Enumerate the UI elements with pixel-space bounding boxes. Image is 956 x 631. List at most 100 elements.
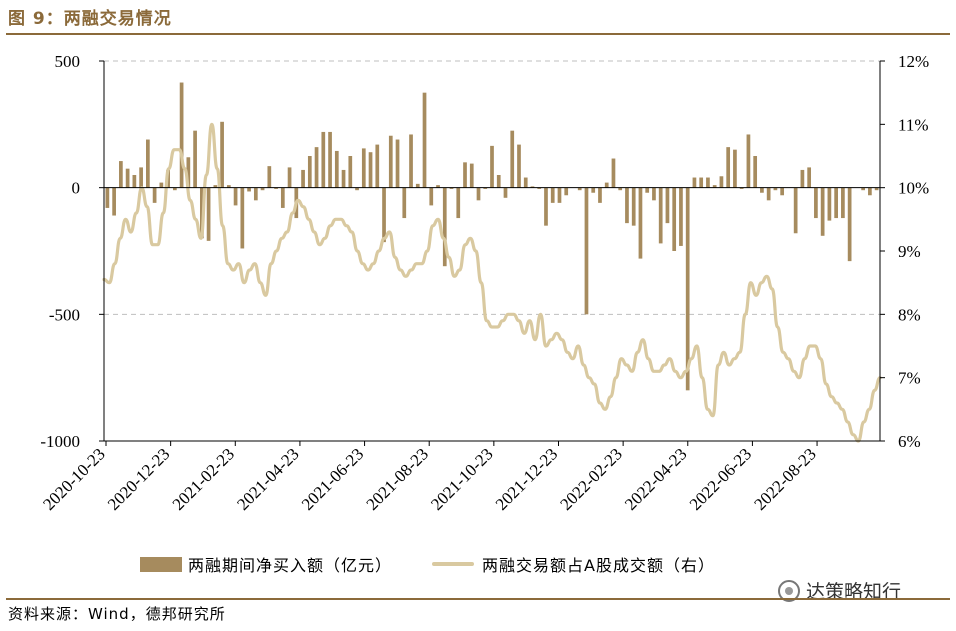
bar — [814, 187, 818, 219]
bar — [402, 187, 407, 219]
bar — [530, 186, 535, 188]
bar — [260, 187, 265, 191]
bar — [355, 187, 359, 191]
bar — [456, 187, 461, 219]
bar — [368, 152, 373, 188]
bar — [280, 187, 285, 208]
x-tick-label: 2020-10-23 — [39, 444, 109, 514]
bar — [706, 177, 710, 188]
bar — [361, 148, 366, 188]
x-tick-label: 2022-08-23 — [750, 444, 820, 514]
bar — [692, 177, 697, 188]
bar — [625, 187, 629, 224]
bar — [847, 187, 852, 262]
bar — [800, 169, 805, 188]
legend-bar-swatch — [140, 556, 182, 572]
bar — [699, 177, 704, 188]
legend-line-swatch — [432, 562, 475, 566]
bar — [112, 187, 116, 216]
bar — [341, 169, 346, 188]
bar — [429, 187, 434, 206]
x-tick-label: 2021-10-23 — [427, 444, 497, 514]
right-tick-label: 8% — [898, 305, 921, 324]
right-tick-label: 11% — [898, 115, 929, 134]
bar — [105, 187, 110, 208]
bar — [550, 187, 555, 203]
bar — [307, 156, 312, 188]
right-axis-ticks: 12% 11% 10% 9% 8% 7% 6% — [880, 52, 929, 451]
bar — [132, 175, 137, 188]
bar — [523, 177, 528, 188]
watermark: 达策略知行 — [778, 577, 901, 604]
bar — [348, 156, 353, 188]
x-tick-label: 2022-02-23 — [556, 444, 626, 514]
bar — [469, 163, 474, 188]
title-divider — [6, 33, 950, 35]
bar — [598, 187, 602, 203]
bar — [476, 187, 481, 201]
bar — [685, 187, 690, 391]
bar — [611, 158, 616, 188]
bar — [287, 167, 292, 188]
bar — [861, 187, 865, 191]
x-axis-ticks: 2020-10-232020-12-232021-02-232021-04-23… — [39, 441, 820, 514]
bar — [820, 187, 825, 236]
bar — [807, 167, 812, 188]
bar — [537, 187, 542, 189]
bar — [328, 131, 332, 188]
bar — [179, 82, 184, 188]
bar — [220, 121, 224, 188]
left-tick-label: 0 — [72, 179, 81, 198]
bar — [159, 182, 164, 188]
line-series — [102, 122, 882, 443]
bar — [490, 145, 494, 188]
bar — [712, 185, 717, 188]
bar — [274, 187, 278, 189]
bar — [267, 166, 272, 188]
bar — [314, 147, 319, 188]
bar — [442, 187, 447, 267]
chart: 500 0 -500 -1000 12% 11% 10% 9% 8% 7% 6% 2020-10-… — [39, 52, 929, 514]
right-tick-label: 7% — [898, 369, 921, 388]
bar — [584, 187, 589, 315]
bar — [733, 149, 737, 188]
left-axis-ticks: 500 0 -500 -1000 — [40, 52, 104, 451]
bar — [739, 187, 744, 189]
bar — [388, 135, 393, 188]
bar — [321, 131, 326, 188]
legend: 两融期间净买入额（亿元） 两融交易额占A股成交额（右） — [140, 552, 755, 576]
bar — [631, 187, 636, 226]
bar — [422, 92, 427, 188]
bar — [436, 185, 440, 188]
bar — [139, 167, 143, 188]
bar — [672, 187, 677, 251]
x-tick-label: 2021-02-23 — [169, 444, 239, 514]
bar — [152, 187, 157, 203]
bar — [557, 187, 562, 203]
bar — [564, 187, 569, 196]
bar — [793, 187, 798, 234]
bar — [638, 187, 643, 259]
x-tick-label: 2021-04-23 — [233, 444, 303, 514]
left-tick-label: 500 — [55, 52, 81, 71]
bar — [517, 144, 521, 188]
bar — [544, 187, 548, 226]
page-title: 图 9：两融交易情况 — [8, 9, 172, 29]
bar — [409, 134, 413, 188]
legend-line-label: 两融交易额占A股成交额（右） — [482, 556, 715, 575]
bar — [206, 187, 211, 241]
bar — [334, 150, 339, 188]
bar — [652, 187, 656, 201]
bar — [591, 187, 596, 193]
legend-bar-label: 两融期间净买入额（亿元） — [188, 556, 393, 575]
watermark-text: 达策略知行 — [806, 581, 902, 603]
x-tick-label: 2020-12-23 — [104, 444, 174, 514]
wechat-icon — [778, 579, 800, 602]
x-tick-label: 2022-06-23 — [686, 444, 756, 514]
bar — [719, 176, 724, 188]
bar — [496, 175, 501, 188]
bar — [172, 187, 177, 191]
bar — [874, 187, 879, 191]
bar — [463, 162, 467, 188]
x-tick-label: 2021-08-23 — [363, 444, 433, 514]
